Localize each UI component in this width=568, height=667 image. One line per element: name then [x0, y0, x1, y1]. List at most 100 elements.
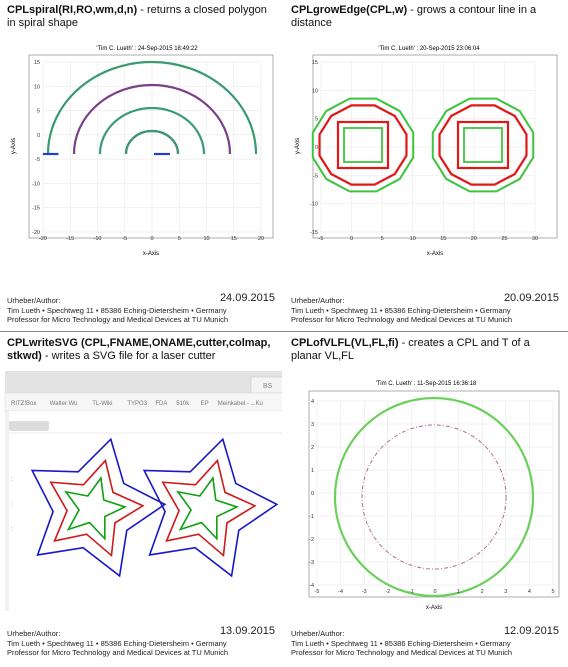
x-tick-label: -15	[66, 236, 74, 242]
x-tick-label: -1	[409, 589, 414, 595]
bookmark-item[interactable]: TL-Wiki	[92, 401, 112, 407]
author-label: Urheber/Author:	[291, 296, 345, 305]
plot-axes	[28, 54, 274, 239]
function-desc: - returns a closed polygon in spiral sha…	[7, 4, 267, 29]
author-address: Tim Lueth • Spechtweg 11 • 85386 Eching-…	[291, 305, 511, 315]
red-square	[456, 120, 510, 170]
star-outer	[142, 437, 279, 578]
x-tick-label: 20	[471, 236, 477, 242]
function-desc: - grows a contour line in a distance	[291, 4, 537, 29]
date: 12.09.2015	[503, 625, 559, 637]
card-cplgrowedge: CPLgrowEdge(CPL,w) - grows a contour lin…	[284, 0, 568, 333]
x-tick-label: -3	[362, 589, 367, 595]
date: 20.09.2015	[503, 292, 559, 304]
bookmark-item[interactable]: Walter Wu	[50, 401, 78, 407]
star-middle	[49, 458, 145, 558]
outer-contour	[431, 97, 535, 193]
card-title: CPLspiral(RI,RO,wm,d,n) - returns a clos…	[7, 4, 277, 30]
function-desc: - creates a CPL and T of a planar VL,FL	[291, 337, 530, 362]
svg-text::: :	[11, 527, 13, 533]
author-footer: Urheber/Author: 13.09.2015 Tim Lueth • S…	[7, 625, 275, 658]
function-name[interactable]: CPLwriteSVG (CPL,FNAME,ONAME,cutter,colm…	[7, 337, 271, 362]
y-tick-label: -1	[309, 514, 314, 520]
y-tick-label: 0	[315, 145, 318, 151]
star-outer	[30, 437, 167, 578]
x-tick-label: 0	[150, 236, 153, 242]
function-name[interactable]: CPLspiral(RI,RO,wm,d,n)	[7, 4, 138, 16]
x-axis-label: x-Axis	[143, 251, 159, 257]
y-tick-label: -10	[32, 181, 40, 187]
author-affiliation: Professor for Micro Technology and Medic…	[291, 315, 513, 324]
bookmark-item[interactable]: Meinkabel - ...Ku	[218, 401, 263, 407]
x-axis-label: x-Axis	[426, 605, 442, 611]
inner-square	[343, 127, 383, 163]
outer-contour	[311, 97, 415, 193]
x-tick-label: -10	[94, 236, 102, 242]
x-tick-label: 10	[203, 236, 209, 242]
y-tick-label: -3	[309, 560, 314, 566]
x-tick-label: 1	[457, 589, 460, 595]
y-tick-label: -5	[313, 173, 318, 179]
x-tick-label: 25	[501, 236, 507, 242]
y-tick-label: 2	[311, 445, 314, 451]
x-tick-label: 2	[481, 589, 484, 595]
date: 13.09.2015	[219, 625, 275, 637]
page-toolbar	[9, 421, 49, 431]
author-footer: Urheber/Author: 24.09.2015 Tim Lueth • S…	[7, 292, 275, 325]
author-label: Urheber/Author:	[291, 629, 345, 638]
x-tick-label: -5	[319, 236, 324, 242]
outer-circle	[333, 396, 535, 598]
circle-plot: 'Tim C. Lueth' : 11-Sep-2015 16:36:18 -5…	[291, 373, 563, 613]
x-tick-label: -2	[385, 589, 390, 595]
y-tick-label: 0	[37, 133, 40, 139]
x-tick-label: 20	[258, 236, 264, 242]
x-tick-label: 5	[551, 589, 554, 595]
function-desc: - writes a SVG file for a laser cutter	[41, 350, 216, 362]
star-inner	[64, 475, 128, 541]
star-middle	[161, 458, 257, 558]
y-tick-label: 0	[311, 491, 314, 497]
bookmark-item[interactable]: TYPO3	[127, 401, 147, 407]
author-label: Urheber/Author:	[7, 296, 61, 305]
plot-axes	[312, 54, 558, 239]
bookmark-item[interactable]: EP	[201, 401, 209, 407]
y-axis-label: y-Axis	[295, 138, 301, 154]
bookmark-item[interactable]: RITZ!Box	[11, 401, 36, 407]
function-name[interactable]: CPLgrowEdge(CPL,w)	[291, 4, 408, 16]
bookmark-item[interactable]: 510k	[176, 401, 190, 407]
author-label: Urheber/Author:	[7, 629, 61, 638]
x-tick-label: -5	[122, 236, 127, 242]
spiral-arc	[124, 129, 180, 155]
author-address: Tim Lueth • Spechtweg 11 • 85386 Eching-…	[7, 638, 227, 648]
author-affiliation: Professor for Micro Technology and Medic…	[291, 648, 513, 657]
author-affiliation: Professor for Micro Technology and Medic…	[7, 315, 229, 324]
bookmark-item[interactable]: FDA	[155, 401, 167, 407]
date: 24.09.2015	[219, 292, 275, 304]
y-tick-label: -15	[32, 206, 40, 212]
spiral-arc	[98, 106, 206, 155]
author-address: Tim Lueth • Spechtweg 11 • 85386 Eching-…	[7, 305, 227, 315]
y-tick-label: -4	[309, 583, 314, 589]
inner-square	[463, 127, 503, 163]
y-tick-label: -15	[310, 230, 318, 236]
svg-text::: :	[11, 477, 13, 483]
card-cplspiral: CPLspiral(RI,RO,wm,d,n) - returns a clos…	[0, 0, 284, 333]
plot-header: 'Tim C. Lueth' : 20-Sep-2015 23:06:04	[378, 46, 480, 52]
author-address: Tim Lueth • Spechtweg 11 • 85386 Eching-…	[291, 638, 511, 648]
card-title: CPLofVLFL(VL,FL,fi) - creates a CPL and …	[291, 337, 561, 363]
x-tick-label: -5	[315, 589, 320, 595]
plot-axes	[308, 390, 560, 598]
growedge-plot: 'Tim C. Lueth' : 20-Sep-2015 23:06:04 -5…	[291, 40, 563, 260]
x-tick-label: 5	[178, 236, 181, 242]
red-contour	[318, 104, 408, 186]
spiral-arc	[46, 60, 258, 155]
y-tick-label: -2	[309, 537, 314, 543]
inner-circle	[361, 424, 507, 570]
x-tick-label: 0	[350, 236, 353, 242]
card-cplwritesvg: CPLwriteSVG (CPL,FNAME,ONAME,cutter,colm…	[0, 333, 284, 666]
y-tick-label: 5	[315, 117, 318, 123]
x-tick-label: 5	[381, 236, 384, 242]
x-tick-label: 4	[528, 589, 531, 595]
author-footer: Urheber/Author: 12.09.2015 Tim Lueth • S…	[291, 625, 559, 658]
function-name[interactable]: CPLofVLFL(VL,FL,fi)	[291, 337, 399, 349]
